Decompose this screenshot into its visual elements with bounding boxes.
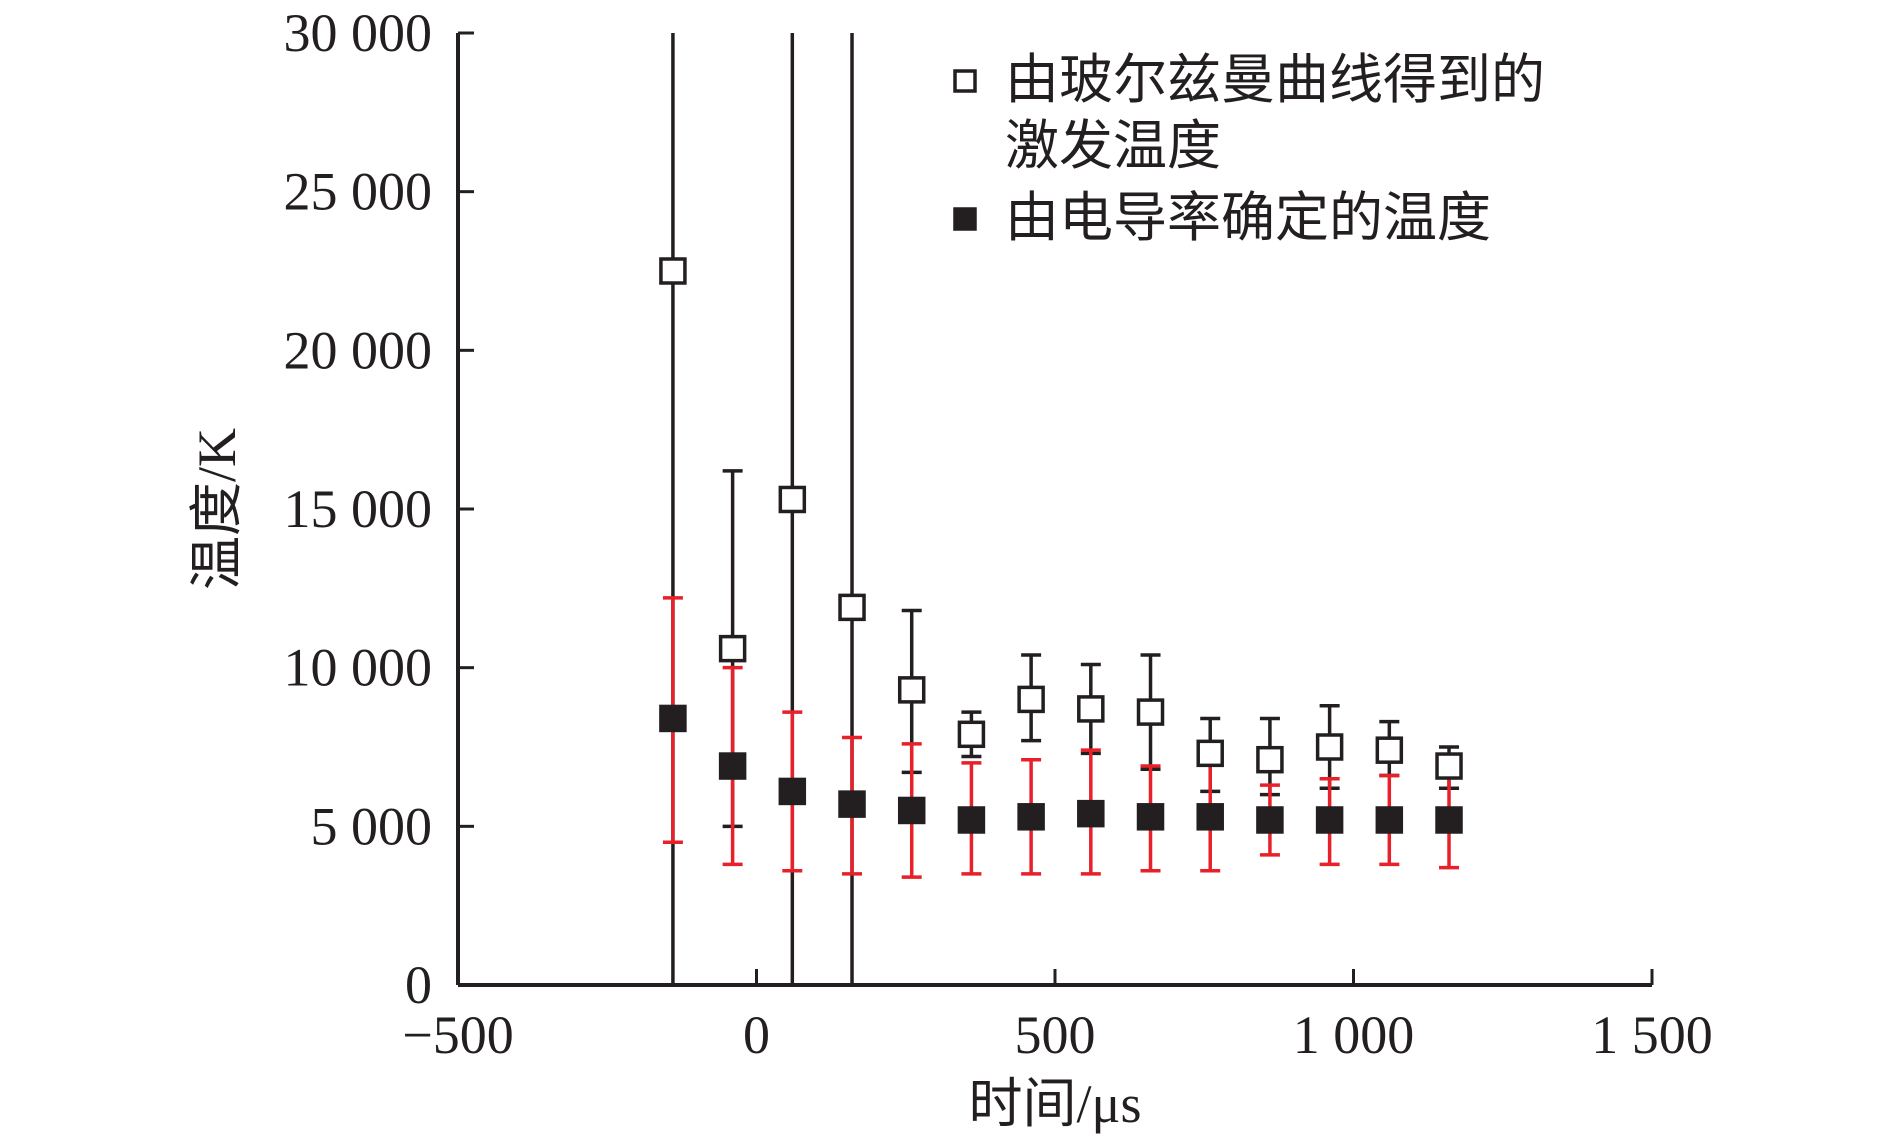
y-tick-label: 20 000: [284, 320, 433, 380]
legend-marker-s1: [953, 207, 977, 231]
point-filled-square: [1196, 803, 1224, 831]
axes-layer: 0 5 000 10 000 15 000 20 000 25 000 30 000 −500…: [284, 3, 1713, 1065]
y-tick-label: 10 000: [284, 638, 433, 698]
markers-layer: [659, 257, 1463, 834]
point-filled-square: [838, 790, 866, 818]
point-filled-square: [1077, 799, 1105, 828]
x-tick-label: 0: [743, 1005, 770, 1065]
x-tick-label: −500: [402, 1005, 513, 1065]
point-open-square: [957, 720, 986, 749]
point-open-square: [897, 676, 926, 704]
y-tick-label: 5 000: [311, 796, 433, 856]
point-filled-square: [778, 777, 807, 806]
point-open-square: [1196, 739, 1224, 768]
point-open-square: [1375, 736, 1404, 764]
point-open-square: [1256, 745, 1284, 774]
point-filled-square: [1136, 803, 1165, 831]
point-open-square: [718, 634, 747, 663]
y-tick-label: 15 000: [284, 479, 433, 539]
point-open-square: [1435, 752, 1463, 780]
point-open-square: [1077, 695, 1105, 723]
point-open-square: [838, 593, 866, 622]
x-tick-label: 1 500: [1591, 1005, 1713, 1065]
point-open-square: [778, 485, 807, 514]
y-axis-title: 温度/K: [187, 428, 247, 590]
point-open-square: [1136, 698, 1165, 726]
point-filled-square: [718, 752, 747, 780]
legend-marker-s0: [953, 69, 977, 93]
y-tick-label: 30 000: [284, 3, 433, 63]
legend-label-s0: 由玻尔兹曼曲线得到的: [1005, 50, 1545, 110]
point-filled-square: [897, 796, 926, 825]
x-tick-label: 500: [1015, 1005, 1096, 1065]
point-filled-square: [659, 704, 687, 733]
point-filled-square: [1435, 806, 1463, 834]
y-tick-label: 25 000: [284, 162, 433, 222]
point-open-square: [1017, 685, 1045, 714]
y-tick-label: 0: [405, 955, 432, 1015]
point-filled-square: [1017, 803, 1045, 831]
point-open-square: [1315, 733, 1344, 761]
point-filled-square: [957, 806, 986, 834]
point-open-square: [659, 257, 687, 285]
point-filled-square: [1315, 806, 1344, 834]
legend-label-s0: 激发温度: [1005, 116, 1221, 176]
point-filled-square: [1256, 806, 1284, 834]
legend-label-s1: 由电导率确定的温度: [1005, 188, 1491, 248]
x-tick-label: 1 000: [1293, 1005, 1415, 1065]
point-filled-square: [1375, 806, 1404, 834]
x-axis-title: 时间/μs: [969, 1074, 1142, 1134]
